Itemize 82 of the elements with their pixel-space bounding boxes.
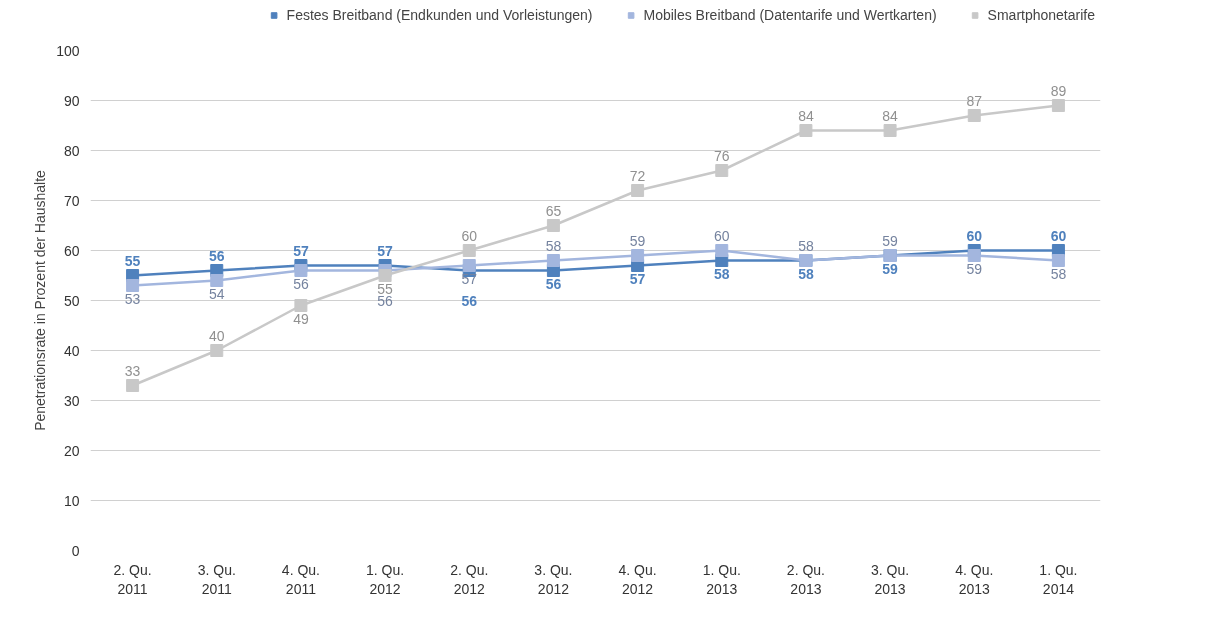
point [462, 244, 476, 257]
point [631, 249, 645, 262]
y-tick-label: 100 [56, 42, 80, 59]
x-tick-label: 2. Qu. 2011 [113, 561, 152, 597]
point [126, 379, 140, 392]
data-label: 57 [629, 270, 646, 287]
data-label: 59 [882, 232, 899, 249]
point [1051, 99, 1065, 112]
x-tick-label: 4. Qu. 2011 [281, 561, 320, 597]
x-tick-label: 1. Qu. 2014 [1039, 561, 1078, 597]
legend-label: Mobiles Breitband (Datentarife und Wertkarten) [643, 7, 937, 23]
data-label: 33 [124, 362, 141, 379]
data-label: 40 [208, 327, 225, 344]
point [462, 259, 476, 272]
y-tick-label: 70 [63, 192, 80, 209]
data-label: 84 [798, 107, 814, 124]
y-tick-label: 80 [63, 142, 80, 159]
x-tick-label: 2. Qu. 2012 [450, 561, 489, 597]
y-tick-label: 20 [63, 442, 80, 459]
data-label: 84 [882, 107, 899, 124]
data-label: 59 [882, 260, 899, 277]
point [883, 124, 897, 137]
x-tick-label: 4. Qu. 2013 [955, 561, 994, 597]
x-tick-label: 3. Qu. 2013 [871, 561, 910, 597]
point [126, 279, 140, 292]
y-tick-label: 50 [63, 292, 80, 309]
x-tick-label: 1. Qu. 2012 [366, 561, 405, 597]
data-label: 76 [713, 147, 730, 164]
data-label: 59 [629, 232, 646, 249]
point [546, 219, 560, 232]
data-label: 58 [798, 265, 814, 282]
data-label: 89 [1050, 82, 1067, 99]
point [715, 244, 729, 257]
x-tick-label: 1. Qu. 2013 [702, 561, 741, 597]
point [967, 249, 981, 262]
data-label: 58 [798, 237, 814, 254]
point [967, 109, 981, 122]
data-label: 55 [124, 252, 141, 269]
data-label: 58 [1050, 265, 1067, 282]
x-tick-label: 3. Qu. 2011 [197, 561, 236, 597]
data-label: 58 [713, 265, 730, 282]
data-label: 56 [545, 275, 562, 292]
point [210, 274, 224, 287]
data-label: 60 [1050, 227, 1067, 244]
data-label: 53 [124, 290, 141, 307]
y-tick-label: 60 [63, 242, 80, 259]
data-label: 57 [293, 242, 309, 259]
data-label: 57 [377, 242, 394, 259]
y-tick-label: 10 [63, 492, 80, 509]
data-label: 60 [461, 227, 478, 244]
y-tick-label: 90 [63, 92, 80, 109]
x-tick-label: 3. Qu. 2012 [534, 561, 573, 597]
data-label: 60 [966, 227, 983, 244]
x-tick-label: 2. Qu. 2013 [786, 561, 825, 597]
y-tick-label: 40 [63, 342, 80, 359]
legend-label: Smartphonetarife [987, 7, 1095, 23]
x-tick-label: 4. Qu. 2012 [618, 561, 657, 597]
point [799, 124, 813, 137]
data-label: 87 [966, 92, 983, 109]
data-label: 49 [293, 310, 309, 327]
y-tick-label: 30 [63, 392, 80, 409]
data-label: 72 [629, 167, 646, 184]
data-label: 56 [293, 275, 309, 292]
point [1051, 254, 1065, 267]
y-tick-label: 0 [71, 542, 80, 559]
point [631, 184, 645, 197]
point [294, 299, 308, 312]
point [378, 269, 392, 282]
legend-label: Festes Breitband (Endkunden und Vorleistungen) [286, 7, 593, 23]
data-label: 65 [545, 202, 562, 219]
y-axis-title: Penetrationsrate in Prozent der Haushalte [32, 169, 49, 431]
data-label: 58 [545, 237, 562, 254]
data-label: 60 [713, 227, 730, 244]
point [294, 264, 308, 277]
point [715, 164, 729, 177]
point [210, 344, 224, 357]
data-label: 59 [966, 260, 983, 277]
data-label: 54 [208, 285, 225, 302]
data-label: 56 [461, 292, 478, 309]
data-label: 56 [208, 247, 225, 264]
data-label: 55 [377, 280, 394, 297]
point [546, 254, 560, 267]
